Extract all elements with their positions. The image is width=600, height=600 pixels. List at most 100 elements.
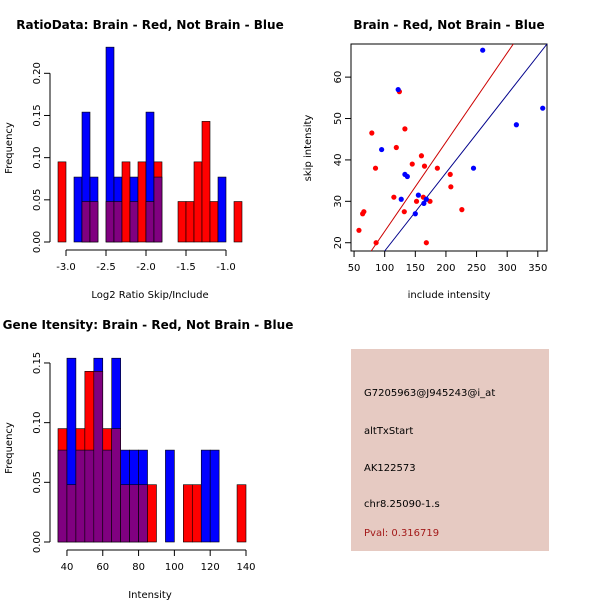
brain-point [373,240,379,246]
intensity-histogram-bar-overlap [138,484,148,543]
scatter-x-tick-label: 250 [467,263,486,274]
ratio-histogram-bar-overlap [81,201,91,243]
intensity-histogram-bar-overlap [57,449,68,543]
scatter-x-tick-label: 100 [375,263,394,274]
scatter-x-tick-label: 350 [528,263,547,274]
not-brain-point [412,211,418,217]
intensity-histogram-bars [57,357,247,543]
ratio-histogram-bars [57,46,243,243]
scatter-x-tick-label: 50 [348,263,361,274]
scatter-xlabel: include intensity [408,290,491,301]
ratio-histogram-bar-not-brain [217,176,227,243]
brain-point [447,171,453,178]
ratio-histogram-y-tick-label: 0.20 [32,62,43,84]
ratio-histogram-bar-overlap [145,201,155,243]
ratio-histogram-title: RatioData: Brain - Red, Not Brain - Blue [16,18,283,32]
intensity-histogram-bar-not-brain [200,449,211,543]
intensity-histogram-y-tick-label: 0.00 [32,531,43,553]
scatter-panel: Brain - Red, Not Brain - Blue include in… [303,18,548,301]
intensity-histogram-bar-not-brain [165,449,175,543]
intensity-histogram-x-tick-label: 140 [236,562,255,573]
intensity-histogram-bar-overlap [66,484,77,543]
scatter-y-tick-label: 30 [333,195,344,208]
brain-fit-line [370,43,514,252]
scatter-y-tick-label: 60 [333,71,344,84]
ratio-histogram-x-tick-label: -1.0 [216,262,236,273]
brain-point [372,165,379,171]
brain-point [393,144,399,151]
ratio-histogram-x-tick-label: -2.0 [136,262,156,273]
scatter-y-tick-label: 40 [333,154,344,167]
scatter-ylabel: skip intensity [303,115,314,182]
brain-point [418,153,425,159]
brain-point [402,126,408,132]
intensity-histogram-bar-overlap [84,449,95,543]
intensity-histogram-x-tick-label: 100 [165,562,184,573]
ratio-histogram-bar-not-brain [73,176,83,243]
ratio-histogram-panel: RatioData: Brain - Red, Not Brain - Blue… [4,18,284,301]
not-brain-point [404,173,410,180]
event-type: altTxStart [364,426,413,437]
intensity-histogram-panel: Gene Itensity: Brain - Red, Not Brain - … [3,318,294,600]
brain-point [423,240,429,246]
brain-point [421,163,428,169]
scatter-x-tick-label: 150 [406,263,425,274]
not-brain-point [395,86,401,93]
not-brain-fit-line [384,43,548,252]
scatter-fit-lines [370,43,548,252]
ratio-histogram-y-tick-label: 0.15 [32,104,43,126]
intensity-histogram-bar-overlap [102,449,113,543]
ratio-histogram-bar-brain [177,201,187,243]
brain-point [434,165,440,171]
ratio-histogram-y-tick-label: 0.10 [32,147,43,169]
intensity-histogram-y-tick-label: 0.15 [32,352,43,374]
ratio-histogram-bar-brain [209,201,219,243]
ratio-histogram-y-tick-label: 0.00 [32,231,43,253]
accession: AK122573 [364,463,416,474]
brain-point [391,194,397,200]
ratio-histogram-y-tick-label: 0.05 [32,189,43,211]
brain-point [361,209,367,215]
ratio-histogram-x-tick-label: -1.5 [176,262,196,273]
intensity-histogram-bar-not-brain [209,449,220,543]
not-brain-point [513,122,519,128]
info-box-background [351,349,549,551]
scatter-y-tick-label: 50 [333,112,344,125]
intensity-histogram-ylabel: Frequency [4,422,15,474]
brain-point [369,130,375,136]
intensity-histogram-title: Gene Itensity: Brain - Red, Not Brain - … [3,318,294,332]
probe-id: G7205963@J945243@i_at [364,388,495,399]
ratio-histogram-bar-overlap [153,176,163,243]
not-brain-point [423,196,429,202]
intensity-histogram-xlabel: Intensity [128,590,172,600]
intensity-histogram-bar-brain [236,484,247,543]
scatter-title: Brain - Red, Not Brain - Blue [353,18,544,32]
scatter-x-tick-label: 300 [498,263,517,274]
scatter-y-tick-label: 20 [333,236,344,249]
intensity-histogram-bar-overlap [129,484,139,543]
ratio-histogram-bar-overlap [113,201,123,243]
brain-point [401,209,407,215]
ratio-histogram-axes: -3.0 -2.5 -2.0 -1.5 -1.0 0.00 0.05 0.10 0.15 0.20 [32,62,236,273]
intensity-histogram-bar-overlap [111,428,121,543]
intensity-histogram-bar-brain [147,484,157,543]
intensity-histogram-bar-overlap [75,449,86,543]
brain-point [448,184,454,190]
intensity-histogram-y-tick-label: 0.10 [32,412,43,434]
ratio-histogram-bar-brain [185,201,195,243]
intensity-histogram-bar-overlap [120,484,130,543]
brain-point [459,207,465,213]
ratio-histogram-ylabel: Frequency [4,122,15,174]
scatter-plot-box [350,43,548,252]
ratio-histogram-xlabel: Log2 Ratio Skip/Include [91,290,208,301]
intensity-histogram-x-tick-label: 120 [201,562,220,573]
scatter-axes: 50 100 150 200 250 300 350 20 30 40 50 60 [333,71,547,274]
not-brain-point [398,196,404,202]
intensity-histogram-y-tick-label: 0.05 [32,471,43,493]
intensity-histogram-x-tick-label: 40 [61,562,74,573]
intensity-histogram-x-tick-label: 60 [96,562,109,573]
info-box: G7205963@J945243@i_at altTxStart AK12257… [351,349,549,551]
scatter-x-tick-label: 200 [436,263,455,274]
ratio-histogram-bar-overlap [89,201,99,243]
